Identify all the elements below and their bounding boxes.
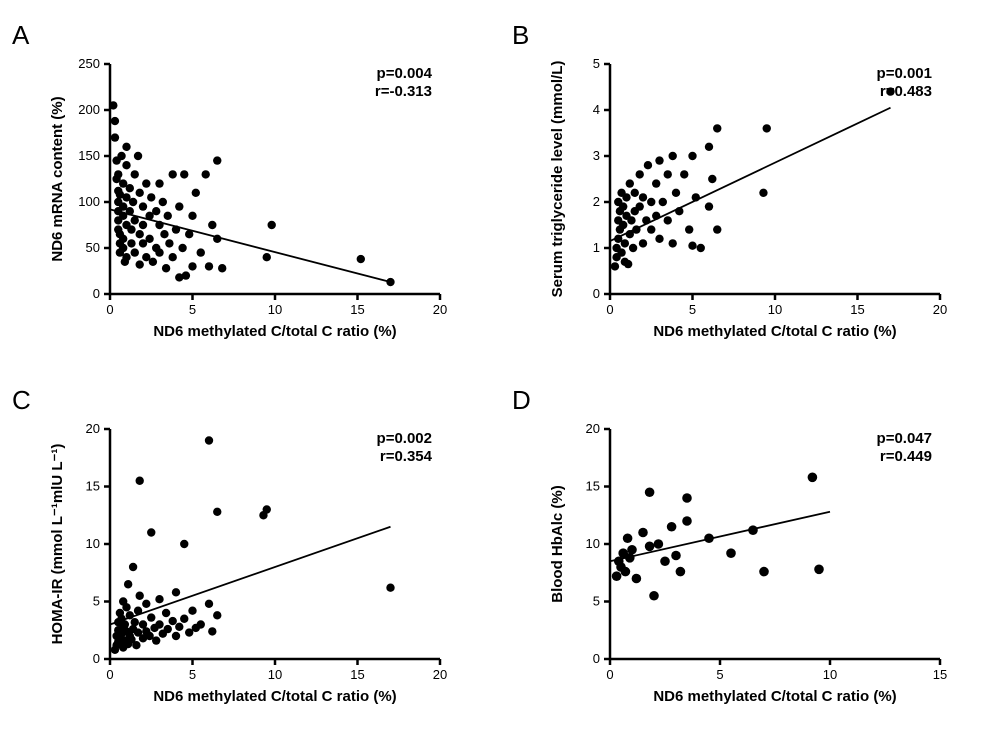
svg-text:15: 15 (86, 478, 100, 493)
svg-text:100: 100 (78, 194, 100, 209)
svg-text:5: 5 (593, 56, 600, 71)
svg-text:0: 0 (93, 651, 100, 666)
svg-text:5: 5 (689, 302, 696, 317)
svg-text:2: 2 (593, 194, 600, 209)
svg-text:ND6 methylated C/total C ratio: ND6 methylated C/total C ratio (%) (153, 688, 396, 705)
svg-text:0: 0 (593, 286, 600, 301)
svg-text:20: 20 (433, 302, 447, 317)
svg-text:1: 1 (593, 240, 600, 255)
svg-text:ND6 methylated C/total C ratio: ND6 methylated C/total C ratio (%) (653, 323, 896, 340)
svg-text:0: 0 (106, 667, 113, 682)
panel-B: B 0 5 10 15 20 0 1 2 3 4 5 ND6 methylated C/total C… (500, 0, 1000, 365)
svg-text:p=0.001: p=0.001 (877, 65, 932, 82)
svg-text:15: 15 (850, 302, 864, 317)
svg-text:15: 15 (350, 667, 364, 682)
svg-text:Blood HbAlc (%): Blood HbAlc (%) (549, 485, 566, 603)
svg-text:150: 150 (78, 148, 100, 163)
svg-text:5: 5 (189, 302, 196, 317)
svg-text:ND6 mRNA content (%): ND6 mRNA content (%) (49, 96, 66, 261)
svg-text:p=0.047: p=0.047 (877, 430, 932, 447)
svg-text:10: 10 (823, 667, 837, 682)
svg-text:15: 15 (350, 302, 364, 317)
svg-text:4: 4 (593, 102, 600, 117)
panel-C: C 0 5 10 15 20 0 5 10 15 20 ND6 methylated C/total… (0, 365, 500, 729)
svg-text:0: 0 (606, 302, 613, 317)
svg-text:200: 200 (78, 102, 100, 117)
svg-text:0: 0 (593, 651, 600, 666)
svg-text:Serum triglyceride level (mmol: Serum triglyceride level (mmol/L) (549, 61, 566, 298)
svg-text:5: 5 (593, 593, 600, 608)
svg-text:250: 250 (78, 56, 100, 71)
svg-text:20: 20 (433, 667, 447, 682)
svg-text:r=0.354: r=0.354 (380, 448, 433, 465)
svg-text:50: 50 (86, 240, 100, 255)
svg-text:ND6 methylated C/total C ratio: ND6 methylated C/total C ratio (%) (153, 323, 396, 340)
panel-D: D 0 5 10 15 0 5 10 15 20 ND6 methylated C/total C… (500, 365, 1000, 729)
svg-text:p=0.004: p=0.004 (377, 65, 433, 82)
panel-C-chart: 0 5 10 15 20 0 5 10 15 20 ND6 methylated C/total C… (0, 365, 500, 729)
panel-A-letter: A (12, 20, 29, 51)
svg-text:r=0.449: r=0.449 (880, 448, 932, 465)
panel-A: A 05101520050100150200250ND6 methylated … (0, 0, 500, 365)
svg-text:15: 15 (586, 478, 600, 493)
svg-text:5: 5 (189, 667, 196, 682)
panel-B-chart: 0 5 10 15 20 0 1 2 3 4 5 ND6 methylated C/total C r… (500, 0, 1000, 364)
panel-C-letter: C (12, 385, 31, 416)
svg-text:10: 10 (768, 302, 782, 317)
panel-D-chart: 0 5 10 15 0 5 10 15 20 ND6 methylated C/total C r… (500, 365, 1000, 729)
svg-text:0: 0 (606, 667, 613, 682)
svg-text:ND6 methylated C/total C ratio: ND6 methylated C/total C ratio (%) (653, 688, 896, 705)
svg-text:10: 10 (86, 536, 100, 551)
svg-text:5: 5 (716, 667, 723, 682)
svg-text:5: 5 (93, 593, 100, 608)
svg-text:3: 3 (593, 148, 600, 163)
svg-text:10: 10 (586, 536, 600, 551)
svg-text:0: 0 (93, 286, 100, 301)
figure-grid: A 05101520050100150200250ND6 methylated … (0, 0, 1000, 729)
svg-text:r=-0.313: r=-0.313 (375, 83, 432, 100)
panel-B-letter: B (512, 20, 529, 51)
svg-text:10: 10 (268, 667, 282, 682)
svg-text:10: 10 (268, 302, 282, 317)
svg-text:0: 0 (106, 302, 113, 317)
panel-A-chart: 05101520050100150200250ND6 methylated C/… (0, 0, 500, 364)
svg-text:HOMA-IR (mmol L⁻¹mlU L⁻¹): HOMA-IR (mmol L⁻¹mlU L⁻¹) (49, 443, 66, 644)
panel-D-letter: D (512, 385, 531, 416)
svg-text:r=0.483: r=0.483 (880, 83, 932, 100)
svg-text:20: 20 (933, 302, 947, 317)
svg-text:20: 20 (86, 421, 100, 436)
svg-text:20: 20 (586, 421, 600, 436)
svg-text:15: 15 (933, 667, 947, 682)
svg-text:p=0.002: p=0.002 (377, 430, 432, 447)
